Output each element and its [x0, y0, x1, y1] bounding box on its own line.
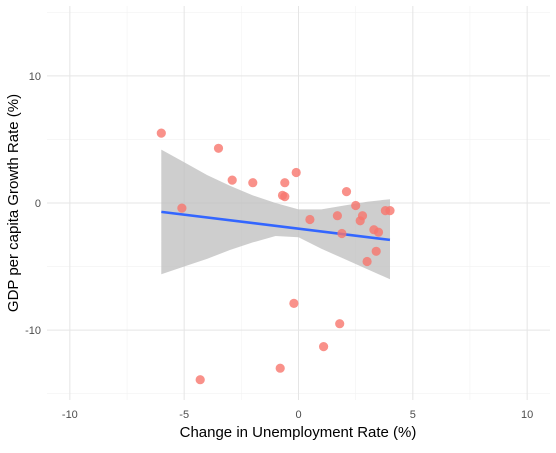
- tick-labels: -10 -5 0 5 10 -10 0 10: [25, 71, 533, 421]
- data-point: [213, 143, 224, 153]
- data-point: [335, 319, 345, 329]
- data-point: [289, 298, 299, 308]
- data-point: [351, 200, 361, 211]
- x-tick-label: 10: [521, 409, 533, 421]
- y-tick-label: 0: [35, 198, 41, 210]
- y-tick-label: 10: [29, 71, 41, 83]
- data-point: [275, 363, 285, 373]
- points-layer: [156, 128, 395, 385]
- data-point: [195, 375, 205, 385]
- data-point: [337, 228, 347, 239]
- data-point: [280, 178, 290, 188]
- x-axis-title: Change in Unemployment Rate (%): [180, 424, 417, 441]
- data-point: [341, 187, 352, 197]
- y-tick-label: -10: [25, 325, 41, 337]
- data-point: [305, 214, 315, 225]
- confidence-band-layer: [161, 149, 390, 280]
- data-point: [156, 128, 166, 138]
- trend-line-layer: [161, 210, 391, 242]
- x-tick-label: 5: [410, 409, 416, 421]
- x-tick-label: -10: [62, 409, 78, 421]
- trend-line: [161, 210, 391, 242]
- data-point: [248, 178, 258, 188]
- grid: [47, 6, 550, 400]
- y-axis-title: GDP per capita Growth Rate (%): [5, 94, 22, 312]
- data-point: [371, 246, 381, 256]
- data-point: [332, 211, 342, 221]
- data-point: [280, 192, 290, 202]
- data-point: [291, 167, 301, 178]
- data-point: [319, 342, 329, 352]
- x-tick-label: -5: [179, 409, 189, 421]
- data-point: [227, 175, 237, 185]
- data-point: [357, 211, 368, 221]
- data-point: [385, 206, 395, 216]
- x-tick-label: 0: [295, 409, 301, 421]
- data-point: [373, 227, 384, 237]
- data-point: [177, 203, 187, 213]
- data-point: [362, 256, 372, 267]
- confidence-band: [161, 149, 390, 280]
